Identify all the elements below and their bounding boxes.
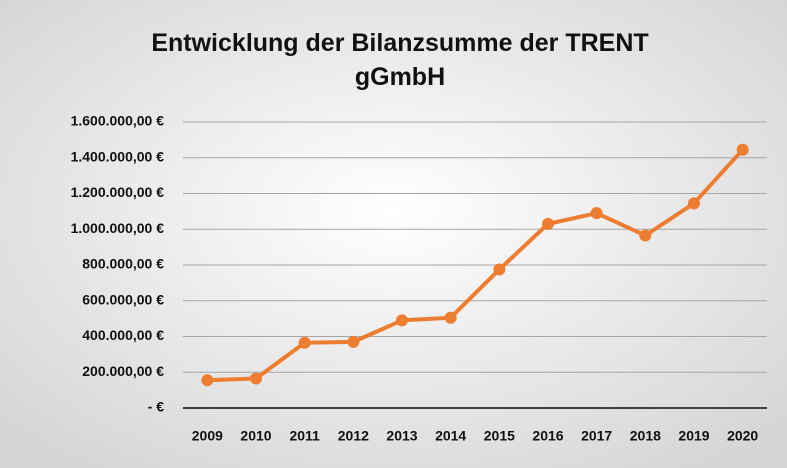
- x-tick-label: 2018: [630, 428, 661, 444]
- data-point: [444, 311, 457, 324]
- x-tick-label: 2015: [484, 428, 515, 444]
- data-point: [347, 335, 360, 348]
- y-tick-label: - €: [148, 399, 165, 415]
- y-tick-label: 1.200.000,00 €: [71, 184, 165, 200]
- data-point: [639, 229, 652, 242]
- data-point: [250, 372, 262, 385]
- data-point: [201, 374, 214, 387]
- x-tick-label: 2019: [678, 428, 709, 444]
- y-tick-label: 600.000,00 €: [82, 291, 164, 307]
- x-tick-label: 2011: [289, 428, 320, 444]
- data-point: [493, 263, 506, 276]
- series-line: [207, 148, 745, 383]
- data-point: [590, 207, 603, 220]
- y-tick-label: 1.600.000,00 €: [71, 113, 165, 129]
- data-point: [396, 314, 408, 327]
- x-tick-label: 2020: [727, 428, 758, 444]
- x-tick-label: 2017: [581, 428, 612, 444]
- data-point: [542, 217, 554, 230]
- x-tick-label: 2016: [532, 428, 563, 444]
- y-tick-label: 1.400.000,00 €: [71, 148, 165, 164]
- data-point: [298, 336, 311, 349]
- y-tick-label: 800.000,00 €: [82, 256, 164, 272]
- x-tick-label: 2009: [192, 428, 223, 444]
- chart-title: Entwicklung der Bilanzsumme der TRENT gG…: [151, 29, 649, 91]
- data-point: [736, 143, 749, 156]
- y-tick-label: 1.000.000,00 €: [71, 220, 165, 236]
- x-tick-label: 2012: [338, 428, 369, 444]
- data-point: [688, 197, 700, 210]
- x-tick-label: 2014: [435, 428, 466, 444]
- y-tick-label: 200.000,00 €: [82, 363, 164, 379]
- x-tick-label: 2010: [240, 428, 271, 444]
- y-tick-label: 400.000,00 €: [82, 327, 164, 343]
- x-tick-label: 2013: [386, 428, 417, 444]
